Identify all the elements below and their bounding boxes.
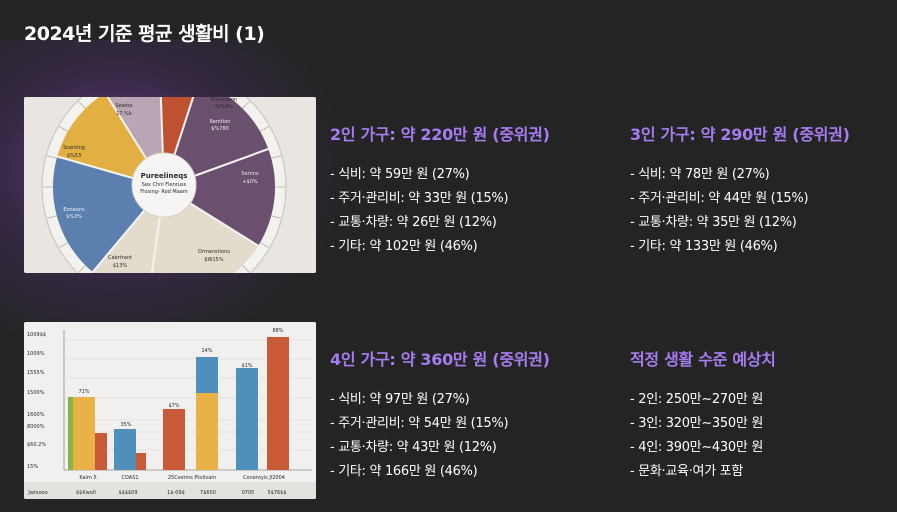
list-item: - 주거·관리비: 약 54만 원 (15%) <box>330 416 509 431</box>
pie-label-value: $%3% <box>66 214 82 220</box>
dial-tick <box>47 155 57 159</box>
bar <box>114 429 136 470</box>
dial-tick <box>78 101 86 109</box>
footer-label: 0705 <box>242 490 255 496</box>
y-tick-label: 1009$$ <box>27 332 46 338</box>
y-tick-label: 1600% <box>27 412 45 418</box>
dial-tick <box>271 155 281 159</box>
expense-list: - 식비: 약 78만 원 (27%) - 주거·관리비: 약 44만 원 (1… <box>630 163 890 259</box>
bar <box>163 409 185 470</box>
bar-top-label: $7% <box>168 403 179 409</box>
list-item: - 식비: 약 97만 원 (27%) <box>330 392 470 407</box>
section-4-person: 4인 가구: 약 360만 원 (중위권) - 식비: 약 97만 원 (27%… <box>330 346 590 484</box>
pie-center-line-2: Sex Chnl Flenruss <box>142 182 187 188</box>
list-item: - 식비: 약 59만 원 (27%) <box>330 167 470 182</box>
dial-tick <box>78 265 86 273</box>
list-item: - 2인: 250만~270만 원 <box>630 392 763 407</box>
section-2-person: 2인 가구: 약 220만 원 (중위권) - 식비: 약 59만 원 (27%… <box>330 121 590 259</box>
page-title: 2024년 기준 평균 생활비 (1) <box>24 23 265 45</box>
pie-label-value: $%53 <box>67 153 81 159</box>
estimate-list: - 2인: 250만~270만 원 - 3인: 320만~350만 원 - 4인… <box>630 388 890 484</box>
section-heading: 4인 가구: 약 360만 원 (중위권) <box>330 350 550 369</box>
bar-top-label: 71% <box>78 389 89 395</box>
pie-label-value: $%780 <box>211 126 228 132</box>
list-item: - 4인: 390만~430만 원 <box>630 440 763 455</box>
list-item: - 교통·차량: 약 26만 원 (12%) <box>330 215 497 230</box>
pie-label-title: Eiveenaon <box>211 97 237 103</box>
dial-tick <box>271 215 281 219</box>
bar-top-label: $1% <box>241 363 252 369</box>
dial-tick <box>242 101 250 109</box>
section-heading: 3인 가구: 약 290만 원 (중위권) <box>630 125 850 144</box>
list-item: - 식비: 약 78만 원 (27%) <box>630 167 770 182</box>
pie-label-title: Drmenstions <box>198 249 230 255</box>
pie-label-title: Sewiss <box>116 103 133 109</box>
bar <box>95 433 107 470</box>
pie-label-title: Sernns <box>241 171 259 177</box>
dial-tick <box>59 242 69 248</box>
list-item: - 주거·관리비: 약 44만 원 (15%) <box>630 191 809 206</box>
group-label: COAS1 <box>121 475 138 481</box>
expense-list: - 식비: 약 59만 원 (27%) - 주거·관리비: 약 33만 원 (1… <box>330 163 590 259</box>
y-tick-label: 1555% <box>27 370 45 376</box>
pie-center-line-3: Flosing- Rod Maam <box>140 189 188 195</box>
dial-tick <box>259 126 269 132</box>
section-3-person: 3인 가구: 약 290만 원 (중위권) - 식비: 약 78만 원 (27%… <box>630 121 890 259</box>
bar <box>73 397 95 470</box>
bar <box>68 397 73 470</box>
list-item: - 기타: 약 133만 원 (46%) <box>630 239 778 254</box>
list-item: - 3인: 320만~350만 원 <box>630 416 763 431</box>
dial-tick <box>242 265 250 273</box>
group-label: Coneroyis Jl2004 <box>243 475 285 481</box>
pie-label-title: Cabrtrant <box>108 255 132 261</box>
pie-label-title: Remtion <box>210 119 231 125</box>
pie-label-value: $W15% <box>204 257 223 263</box>
bar-top-label: 35% <box>120 422 131 428</box>
y-tick-label: 15% <box>27 464 38 470</box>
pie-label-value: 17.%k <box>116 111 132 117</box>
dial-tick <box>47 215 57 219</box>
y-tick-label: 8000% <box>27 424 45 430</box>
list-item: - 기타: 약 102만 원 (46%) <box>330 239 478 254</box>
list-item: - 주거·관리비: 약 33만 원 (15%) <box>330 191 509 206</box>
pie-label-value: $13% <box>113 263 128 269</box>
pie-label-value: %%4% <box>215 104 233 110</box>
footer-label: 5$76$$ <box>267 490 286 496</box>
pie-label-value: +$0% <box>242 179 258 185</box>
bar <box>136 453 146 470</box>
pie-chart-image: Pureelineqs Sex Chnl Flenruss Flosing- R… <box>24 97 316 273</box>
footer-label: Jwtsooo <box>27 490 47 496</box>
list-item: - 교통·차량: 약 43만 원 (12%) <box>330 440 497 455</box>
footer-label: $$Kwo0 <box>76 490 96 496</box>
bar-chart-image: 1009$$ 1009% 1555% 1500% 1600% 8000% $60… <box>24 322 316 499</box>
list-item: - 교통·차량: 약 35만 원 (12%) <box>630 215 797 230</box>
y-tick-label: 1009% <box>27 351 45 357</box>
bar-top-label: 88% <box>272 328 283 334</box>
y-tick-label: 1500% <box>27 390 45 396</box>
pie-center-line-1: Pureelineqs <box>141 172 188 180</box>
footer-label: 1$-09$ <box>167 490 185 496</box>
expense-list: - 식비: 약 97만 원 (27%) - 주거·관리비: 약 54만 원 (1… <box>330 388 590 484</box>
dial-tick <box>59 126 69 132</box>
bar <box>196 393 218 470</box>
dial-tick <box>259 242 269 248</box>
footer-label: $$$$09 <box>118 490 137 496</box>
pie-slice <box>90 183 166 273</box>
pie-label-title: Scenting <box>63 145 85 151</box>
bar <box>236 368 258 470</box>
section-appropriate-estimate: 적정 생활 수준 예상치 - 2인: 250만~270만 원 - 3인: 320… <box>630 346 890 484</box>
group-label: 25Cestms Ptolivam <box>168 475 216 481</box>
footer-label: 7$650 <box>200 490 216 496</box>
pie-label-title: Eoneons <box>63 207 85 213</box>
bar-top-label: 14% <box>201 348 212 354</box>
bar <box>267 337 289 470</box>
section-heading: 적정 생활 수준 예상치 <box>630 350 776 369</box>
list-item: - 문화·교육·여가 포함 <box>630 464 744 479</box>
list-item: - 기타: 약 166만 원 (46%) <box>330 464 478 479</box>
y-tick-label: $60.2% <box>27 442 46 448</box>
section-heading: 2인 가구: 약 220만 원 (중위권) <box>330 125 550 144</box>
group-label: Kaim 5 <box>79 475 96 481</box>
